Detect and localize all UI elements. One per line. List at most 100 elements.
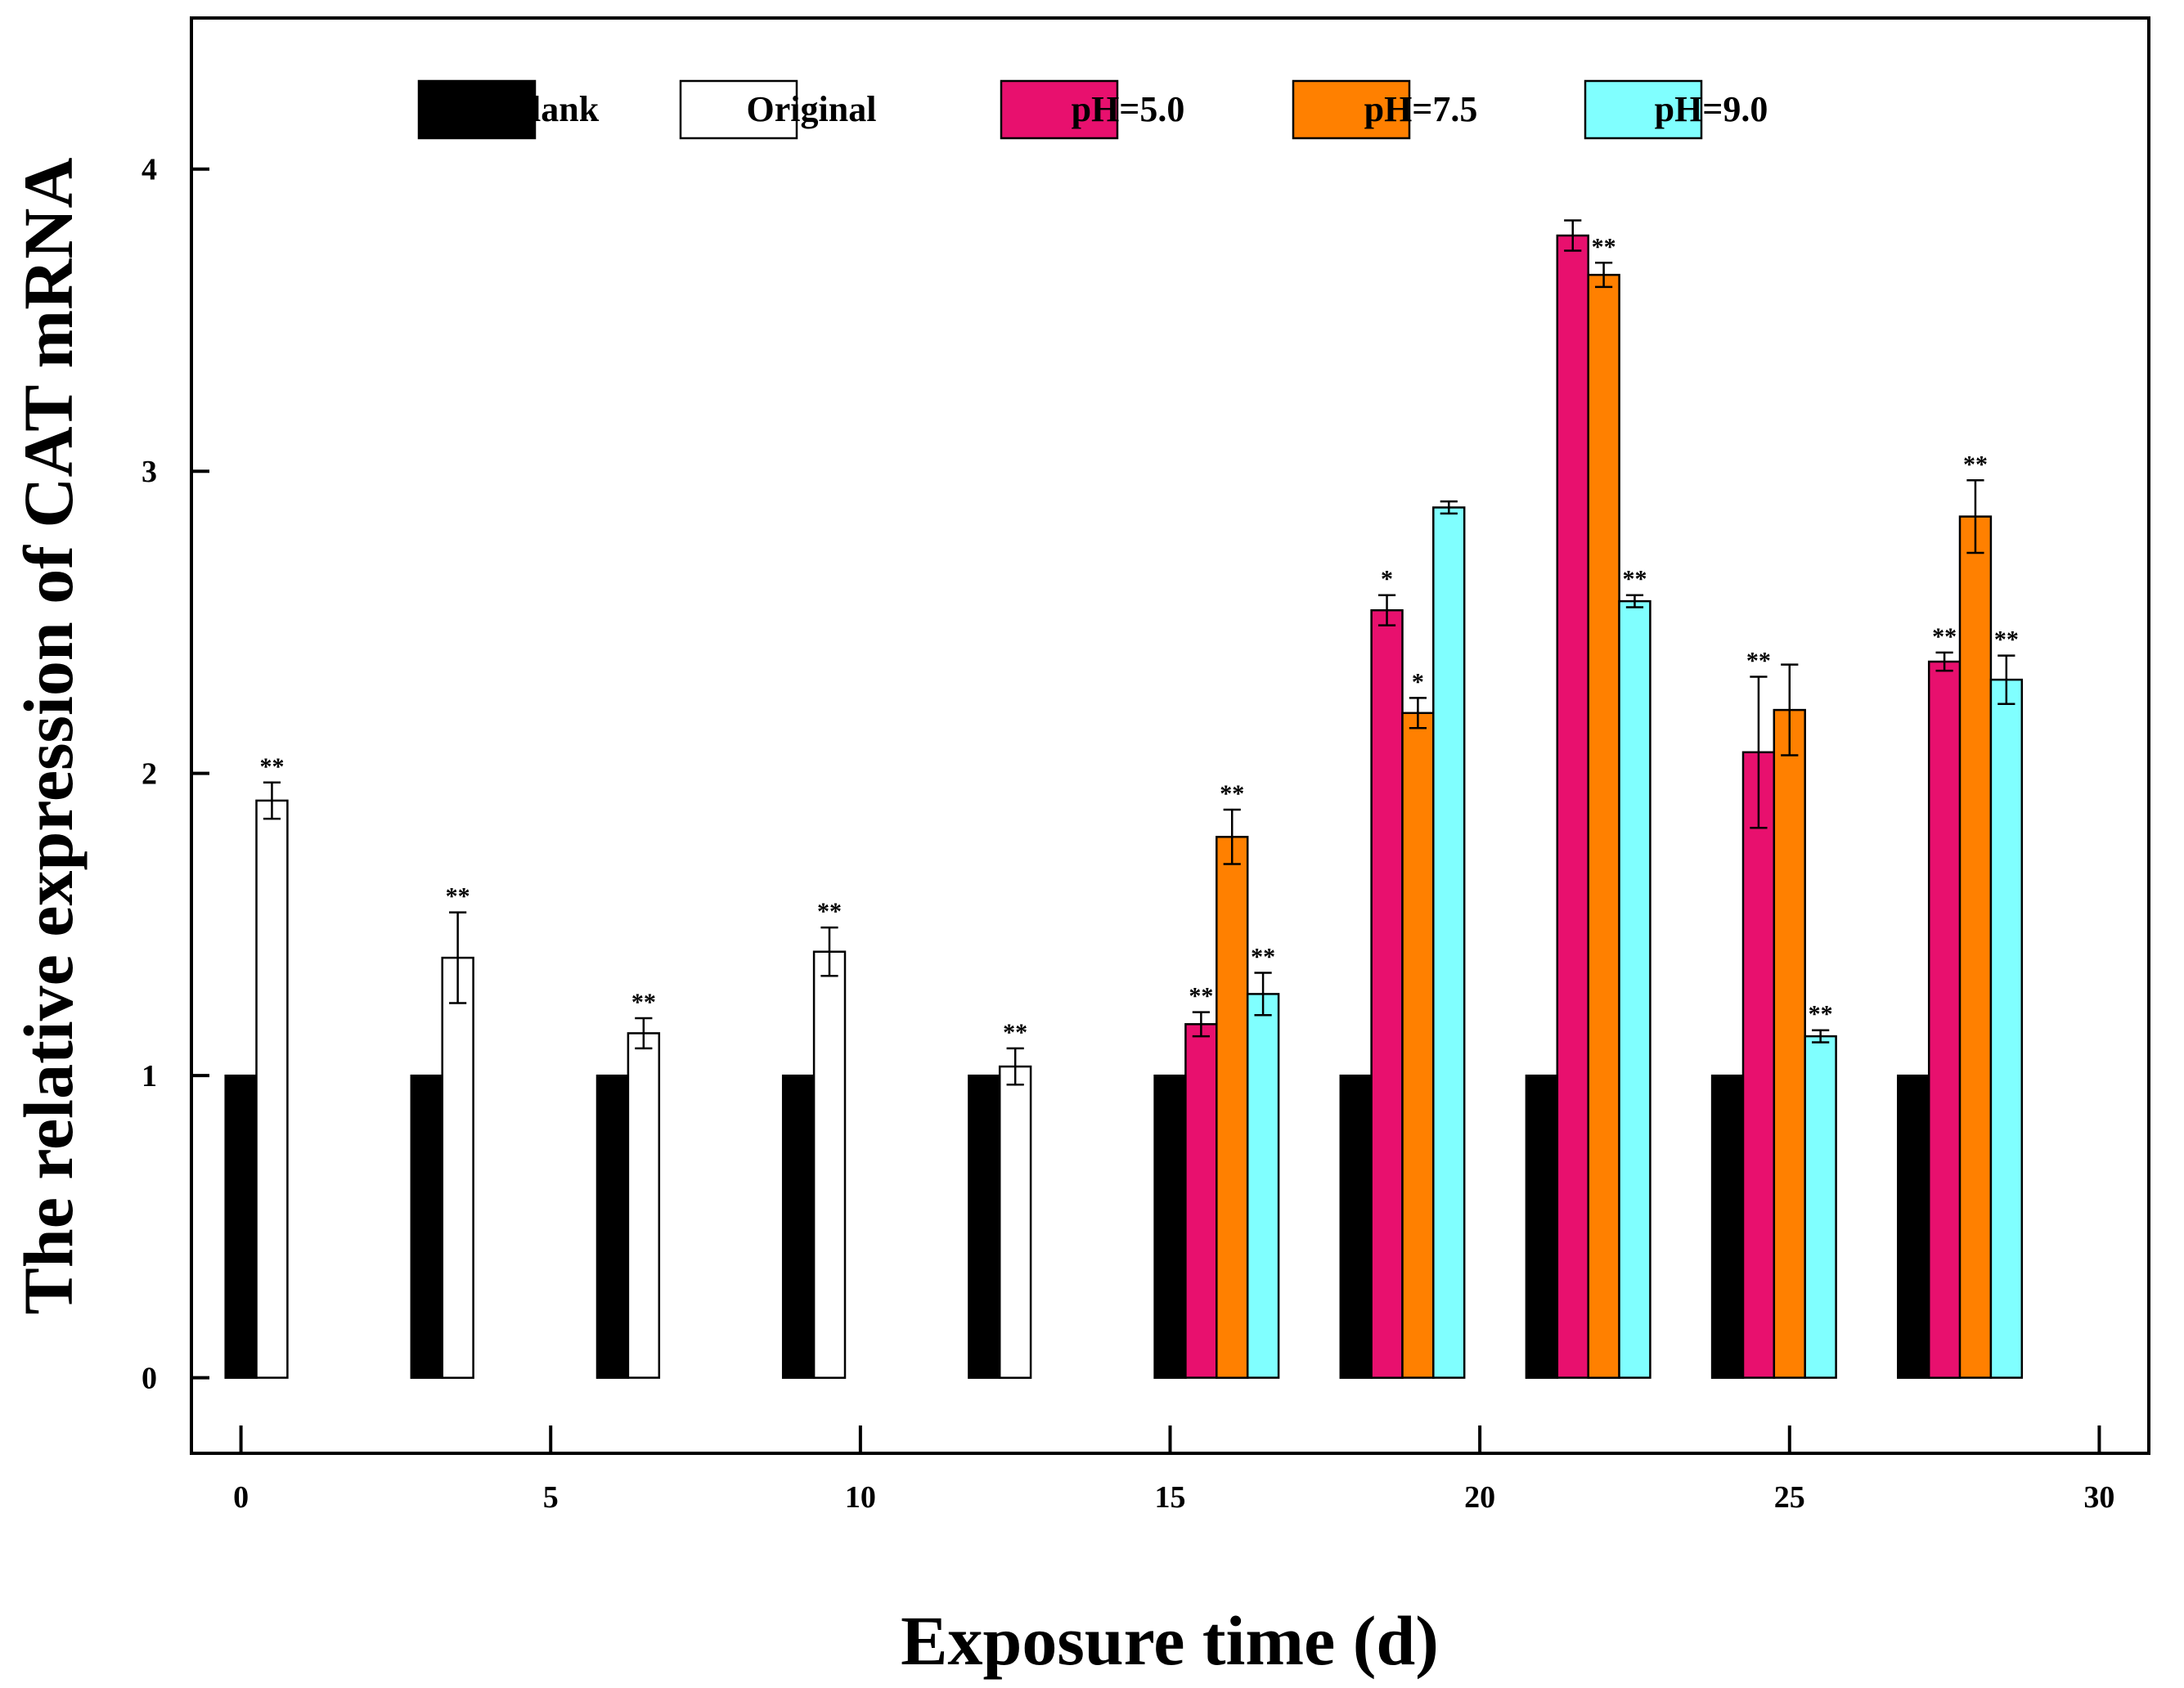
y-tick-label: 2 <box>142 757 157 792</box>
significance-layer: ******************************** <box>259 233 2018 1046</box>
significance-marker: ** <box>1220 780 1244 807</box>
legend-label: pH=7.5 <box>1364 89 1478 129</box>
bar-blank-day-24 <box>1710 1074 1745 1379</box>
y-tick-label: 4 <box>142 153 157 187</box>
error-bar <box>263 781 281 820</box>
y-tick-label: 1 <box>142 1059 157 1093</box>
bar-ph-7-5-day-21 <box>1587 273 1620 1379</box>
bar-ph-7-5-day-15 <box>1216 836 1249 1379</box>
legend-item-original: Original <box>679 79 877 140</box>
bar-blank-day-0 <box>224 1074 258 1379</box>
significance-marker: ** <box>1592 233 1616 260</box>
significance-marker: ** <box>817 898 842 925</box>
significance-marker: ** <box>1963 451 1988 478</box>
significance-marker: ** <box>1994 626 2019 653</box>
bar-ph-7-5-day-27 <box>1958 515 1993 1379</box>
error-bars-layer <box>263 219 2015 1086</box>
bar-ph-5-0-day-18 <box>1370 608 1404 1379</box>
legend: Blank Original pH=5.0 pH=7.5 pH=9.0 <box>417 79 1768 140</box>
x-tick-label: 0 <box>233 1480 249 1515</box>
legend-item-blank: Blank <box>417 79 600 140</box>
x-tick-label: 15 <box>1155 1480 1186 1515</box>
error-bar <box>1006 1047 1024 1086</box>
y-tick-label: 0 <box>142 1362 157 1396</box>
error-bar <box>1781 663 1799 756</box>
error-bar <box>820 926 838 977</box>
legend-label: pH=5.0 <box>1072 89 1185 129</box>
bar-ph-7-5-day-18 <box>1401 712 1435 1379</box>
bar-blank-day-9 <box>781 1074 816 1379</box>
error-bar <box>1966 479 1984 554</box>
legend-item-ph-9-0: pH=9.0 <box>1584 79 1768 140</box>
bars-layer <box>224 234 2024 1379</box>
significance-marker: * <box>1412 668 1424 695</box>
bar-ph-9-0-day-27 <box>1989 678 2024 1379</box>
x-tick-label: 10 <box>845 1480 876 1515</box>
bar-ph-5-0-day-27 <box>1927 660 1962 1379</box>
bar-original-day-6 <box>627 1032 661 1379</box>
bar-ph-5-0-day-21 <box>1556 234 1589 1379</box>
significance-marker: ** <box>446 883 470 910</box>
error-bar <box>1440 500 1458 515</box>
bar-ph-9-0-day-21 <box>1618 599 1651 1379</box>
error-bar <box>1254 972 1272 1017</box>
bar-original-day-3 <box>441 956 474 1379</box>
error-bar <box>1409 697 1427 730</box>
error-bar <box>1377 594 1396 626</box>
legend-label: Blank <box>507 89 600 129</box>
bar-original-day-9 <box>812 950 847 1379</box>
error-bar <box>1998 654 2015 705</box>
x-tick-label: 5 <box>543 1480 559 1515</box>
error-bar <box>1935 651 1953 672</box>
x-axis-title: Exposure time (d) <box>901 1601 1439 1680</box>
error-bar <box>1223 808 1241 865</box>
legend-swatch <box>1292 79 1411 140</box>
legend-item-ph-7-5: pH=7.5 <box>1292 79 1478 140</box>
significance-marker: ** <box>1251 944 1275 971</box>
legend-swatch <box>1584 79 1703 140</box>
error-bar <box>449 911 467 1004</box>
legend-swatch <box>1000 79 1119 140</box>
error-bar <box>1564 219 1582 252</box>
x-tick-label: 20 <box>1464 1480 1495 1515</box>
bar-blank-day-12 <box>968 1074 1001 1379</box>
bar-ph-5-0-day-24 <box>1741 751 1776 1379</box>
error-bar <box>1594 262 1613 289</box>
error-bar <box>1750 676 1768 829</box>
significance-marker: ** <box>259 753 284 780</box>
bar-blank-day-27 <box>1897 1074 1930 1379</box>
axis-ticks: 0 5 10 15 20 25 30 0 1 2 3 4 <box>142 153 2114 1515</box>
significance-marker: ** <box>1746 647 1771 674</box>
error-bar <box>1192 1011 1210 1038</box>
x-tick-label: 25 <box>1774 1480 1805 1515</box>
legend-label: pH=9.0 <box>1655 89 1768 129</box>
legend-item-ph-5-0: pH=5.0 <box>1000 79 1185 140</box>
significance-marker: ** <box>1003 1019 1027 1046</box>
bar-blank-day-6 <box>595 1074 630 1379</box>
error-bar <box>1812 1029 1830 1044</box>
significance-marker: * <box>1381 566 1393 593</box>
bar-blank-day-3 <box>410 1074 443 1379</box>
bar-ph-9-0-day-18 <box>1432 506 1466 1379</box>
significance-marker: ** <box>1809 1001 1833 1028</box>
bar-ph-9-0-day-15 <box>1246 993 1280 1379</box>
y-tick-label: 3 <box>142 455 157 489</box>
significance-marker: ** <box>1932 623 1957 650</box>
bar-blank-day-15 <box>1153 1074 1187 1379</box>
bar-original-day-0 <box>255 799 289 1379</box>
error-bar <box>1625 594 1644 608</box>
error-bar <box>635 1017 653 1050</box>
significance-marker: ** <box>1622 566 1647 593</box>
legend-swatch <box>417 79 537 140</box>
legend-label: Original <box>747 89 877 129</box>
bar-blank-day-21 <box>1525 1074 1559 1379</box>
significance-marker: ** <box>1189 983 1213 1010</box>
bar-blank-day-18 <box>1339 1074 1373 1379</box>
bar-ph-9-0-day-24 <box>1804 1035 1837 1379</box>
legend-swatch <box>679 79 798 140</box>
x-tick-label: 30 <box>2083 1480 2114 1515</box>
y-axis-title: The relative expression of CAT mRNA <box>9 158 88 1315</box>
bar-ph-7-5-day-24 <box>1773 708 1806 1379</box>
